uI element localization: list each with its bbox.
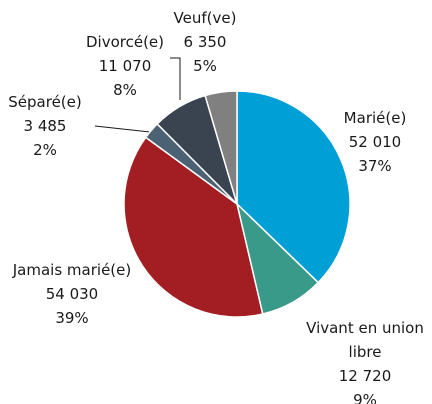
percent-label: 8% (113, 81, 137, 99)
category-name: Vivant en union libre (306, 319, 424, 361)
pie-slice (123, 136, 264, 318)
slice-label: Séparé(e) 3 485 2% (8, 90, 81, 162)
percent-label: 2% (33, 141, 57, 159)
value-label: 3 485 (23, 117, 67, 135)
category-name: Jamais marié(e) (12, 261, 132, 279)
slice-label: Vivant en union libre 12 720 9% (290, 316, 432, 404)
slice-label: Veuf(ve) 6 350 5% (174, 6, 237, 78)
percent-label: 5% (193, 57, 217, 75)
slice-label: Jamais marié(e) 54 030 39% (13, 258, 131, 330)
value-label: 11 070 (98, 57, 152, 75)
slice-label: Divorcé(e) 11 070 8% (86, 30, 164, 102)
percent-label: 37% (358, 157, 392, 175)
leader-line (94, 125, 151, 133)
percent-label: 39% (55, 309, 89, 327)
slice-label: Marié(e) 52 010 37% (344, 106, 407, 178)
value-label: 12 720 (338, 367, 392, 385)
value-label: 52 010 (348, 133, 402, 151)
category-name: Marié(e) (343, 109, 407, 127)
value-label: 6 350 (183, 33, 227, 51)
pie-slice (204, 90, 238, 205)
value-label: 54 030 (45, 285, 99, 303)
category-name: Divorcé(e) (85, 33, 165, 51)
category-name: Veuf(ve) (173, 9, 237, 27)
pie-slice (236, 90, 351, 284)
percent-label: 9% (353, 391, 377, 404)
category-name: Séparé(e) (8, 93, 82, 111)
leader-line (170, 57, 181, 100)
